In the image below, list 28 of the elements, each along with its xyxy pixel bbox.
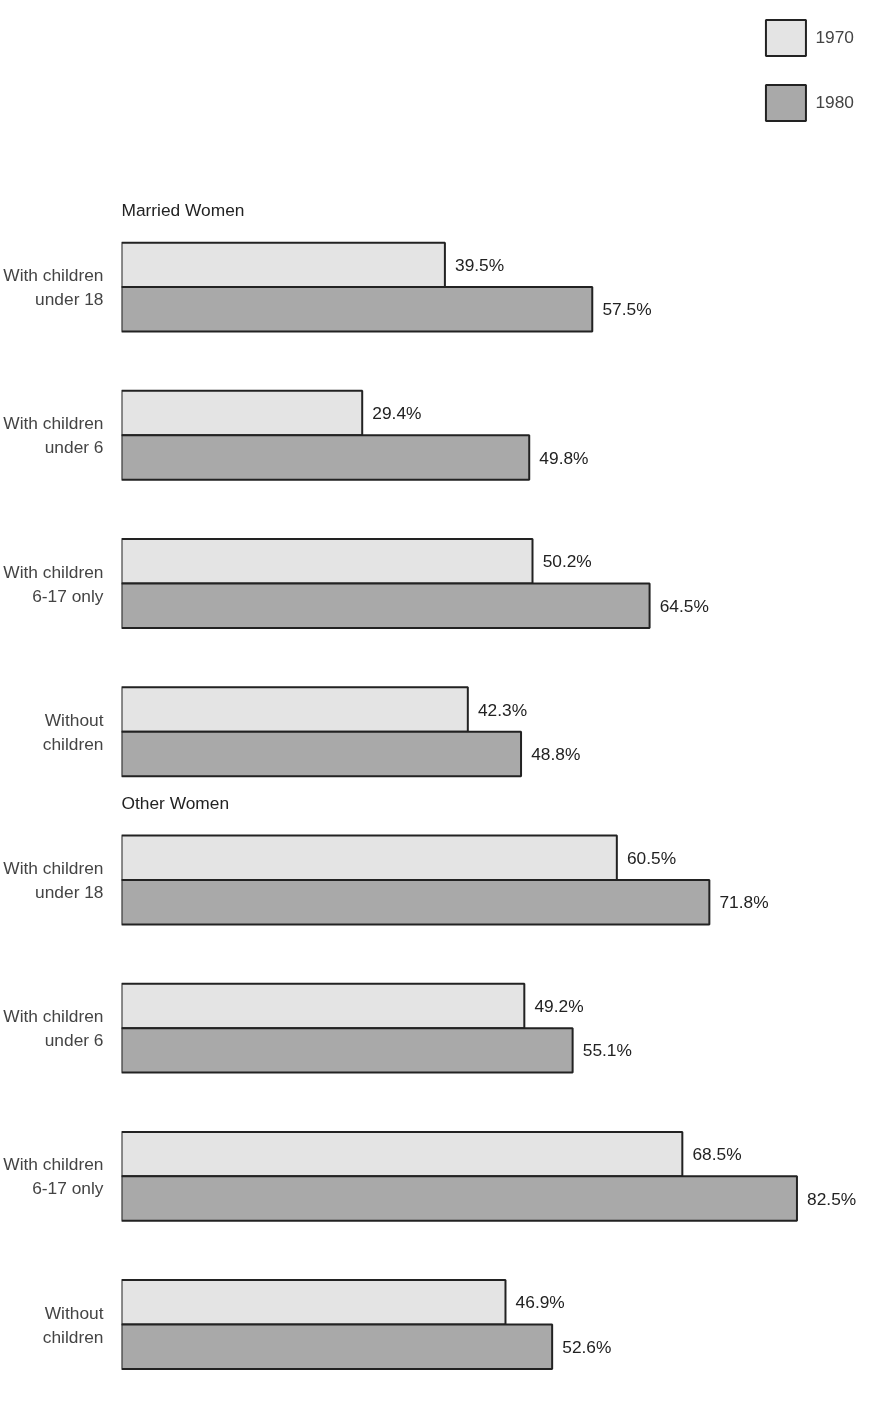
data-label: 49.8% bbox=[539, 447, 589, 468]
data-label: 71.8% bbox=[719, 892, 769, 913]
legend-label: 1970 bbox=[815, 27, 854, 48]
data-label: 82.5% bbox=[807, 1188, 857, 1209]
y-tick-label: With children 6-17 only bbox=[3, 1154, 104, 1199]
y-tick-label: With children under 18 bbox=[3, 265, 104, 310]
y-tick-label: Without children bbox=[42, 709, 104, 754]
data-label: 60.5% bbox=[626, 847, 677, 868]
y-tick-label: With children under 18 bbox=[3, 857, 104, 902]
annotation: Married Women bbox=[121, 200, 245, 221]
data-label: 42.3% bbox=[477, 699, 528, 720]
legend-label: 1980 bbox=[815, 92, 854, 113]
y-tick-label: With children under 6 bbox=[3, 413, 104, 458]
data-label: 39.5% bbox=[455, 254, 505, 275]
data-label: 29.4% bbox=[372, 403, 422, 424]
data-label: 55.1% bbox=[582, 1040, 632, 1061]
data-label: 49.2% bbox=[534, 995, 584, 1016]
y-tick-label: Without children bbox=[42, 1302, 104, 1347]
y-tick-label: With children under 6 bbox=[3, 1006, 104, 1051]
data-label: 52.6% bbox=[562, 1336, 612, 1357]
y-tick-label: With children 6-17 only bbox=[3, 561, 104, 606]
data-label: 50.2% bbox=[542, 551, 592, 572]
data-label: 48.8% bbox=[531, 743, 581, 764]
data-label: 57.5% bbox=[602, 299, 652, 320]
annotation: Other Women bbox=[121, 793, 230, 814]
data-label: 46.9% bbox=[515, 1292, 565, 1313]
data-label: 64.5% bbox=[659, 595, 709, 616]
data-label: 68.5% bbox=[692, 1144, 742, 1165]
